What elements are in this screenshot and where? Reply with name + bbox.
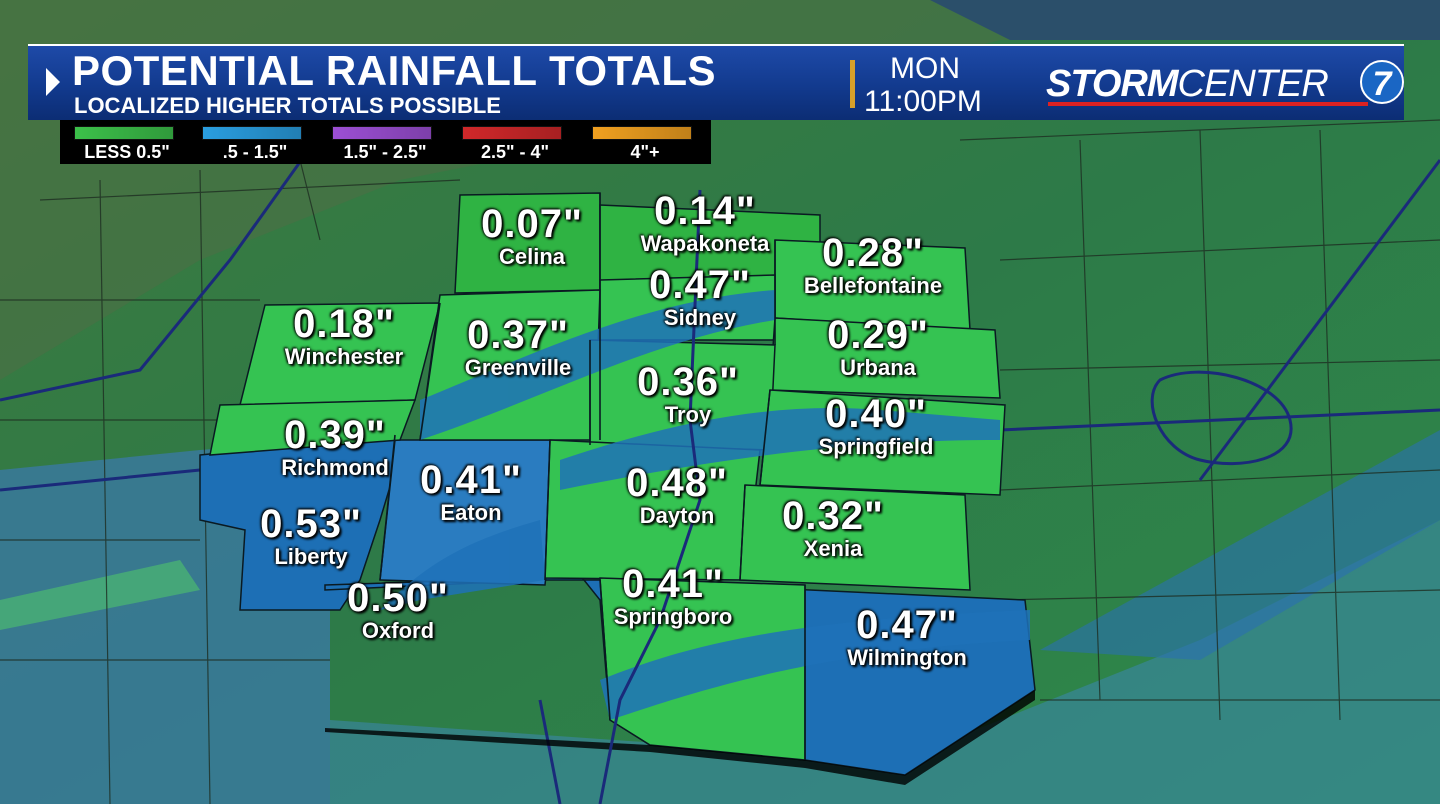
rainfall-value: 0.18" (293, 302, 395, 346)
city-name: Wapakoneta (640, 231, 770, 256)
city-name: Oxford (361, 618, 435, 643)
city-richmond: 0.39" Richmond (281, 414, 389, 480)
legend-swatch (592, 126, 692, 140)
play-arrow-icon (46, 68, 60, 96)
logo-bold: STORM (1046, 63, 1179, 105)
background-light-streak (0, 560, 200, 630)
legend-item: 1.5" - 2.5" (320, 120, 450, 164)
highways (0, 119, 1440, 804)
logo-rest: CENTER (1177, 63, 1329, 105)
rainfall-value: 0.47" (649, 263, 751, 307)
city-xenia: 0.32" Xenia (782, 495, 884, 561)
city-greenville: 0.37" Greenville (465, 314, 571, 380)
city-liberty: 0.53" Liberty (260, 503, 362, 569)
legend-item: LESS 0.5" (62, 120, 192, 164)
rainfall-value: 0.28" (822, 231, 924, 275)
city-name: Celina (498, 244, 566, 269)
legend-label: 1.5" - 2.5" (343, 142, 427, 162)
city-wapakoneta: 0.14" Wapakoneta (641, 190, 770, 256)
city-sidney: 0.47" Sidney (649, 264, 751, 330)
legend-swatch (202, 126, 302, 140)
city-name: Bellefontaine (803, 273, 943, 298)
city-oxford: 0.50" Oxford (347, 577, 449, 643)
city-name: Wilmington (847, 645, 967, 670)
rainfall-value: 0.41" (622, 562, 724, 606)
county-borders (379, 193, 806, 760)
rainfall-value: 0.53" (260, 502, 362, 546)
forecast-day: MON (890, 52, 960, 85)
lake-water (930, 0, 1440, 40)
city-name: Springfield (818, 434, 934, 459)
city-name: Liberty (274, 544, 348, 569)
city-winchester: 0.18" Winchester (285, 303, 403, 369)
legend-item: .5 - 1.5" (190, 120, 320, 164)
page-title: POTENTIAL RAINFALL TOTALS (72, 47, 717, 94)
city-name: Sidney (663, 305, 737, 330)
city-name: Eaton (440, 500, 502, 525)
county-lines (0, 119, 1440, 804)
rain-band-overlay (380, 290, 1030, 720)
city-wilmington: 0.47" Wilmington (847, 604, 967, 670)
interstate (598, 189, 702, 804)
rainfall-value: 0.48" (626, 461, 728, 505)
rainfall-value: 0.07" (481, 202, 583, 246)
legend-swatch (332, 126, 432, 140)
city-springboro: 0.41" Springboro (614, 563, 733, 629)
city-name: Urbana (840, 355, 916, 380)
rainfall-value: 0.47" (856, 603, 958, 647)
rainfall-legend: LESS 0.5" .5 - 1.5" 1.5" - 2.5" 2.5" - 4… (60, 120, 711, 164)
divider-bar (850, 60, 855, 108)
stormcenter-logo: STORMCENTER (1046, 63, 1329, 105)
rainfall-value: 0.37" (467, 313, 569, 357)
legend-swatch (462, 126, 562, 140)
city-dayton: 0.48" Dayton (626, 462, 728, 528)
city-name: Richmond (281, 455, 389, 480)
logo-underline (1048, 102, 1368, 106)
forecast-time: 11:00PM (864, 85, 982, 118)
page-subtitle: LOCALIZED HIGHER TOTALS POSSIBLE (74, 93, 501, 118)
city-name: Springboro (613, 604, 733, 629)
city-name: Dayton (639, 503, 715, 528)
legend-label: .5 - 1.5" (222, 142, 288, 162)
city-celina: 0.07" Celina (481, 203, 583, 269)
city-eaton: 0.41" Eaton (420, 459, 522, 525)
rainfall-value: 0.39" (284, 413, 386, 457)
legend-item: 2.5" - 4" (450, 120, 580, 164)
header-banner: POTENTIAL RAINFALL TOTALS LOCALIZED HIGH… (28, 44, 1404, 120)
legend-item: 4"+ (580, 120, 710, 164)
rainfall-value: 0.41" (420, 458, 522, 502)
legend-label: LESS 0.5" (84, 142, 170, 162)
rainfall-value: 0.40" (825, 392, 927, 436)
rainfall-value: 0.29" (827, 313, 929, 357)
city-springfield: 0.40" Springfield (819, 393, 934, 459)
city-name: Troy (664, 402, 712, 427)
region-shadow (325, 690, 1035, 785)
city-troy: 0.36" Troy (637, 361, 739, 427)
rainfall-value: 0.32" (782, 494, 884, 538)
city-urbana: 0.29" Urbana (827, 314, 929, 380)
city-bellefontaine: 0.28" Bellefontaine (804, 232, 942, 298)
channel-seven-badge: 7 (1360, 60, 1404, 104)
rainfall-value: 0.50" (347, 576, 449, 620)
city-name: Winchester (284, 344, 404, 369)
city-name: Xenia (803, 536, 863, 561)
rainfall-value: 0.36" (637, 360, 739, 404)
background-rain-band-south (330, 520, 1440, 804)
city-name: Greenville (464, 355, 572, 380)
legend-label: 4"+ (630, 142, 660, 162)
legend-label: 2.5" - 4" (480, 142, 550, 162)
legend-swatch (74, 126, 174, 140)
rainfall-value: 0.14" (654, 189, 756, 233)
background-rain-band-east (1040, 430, 1440, 660)
